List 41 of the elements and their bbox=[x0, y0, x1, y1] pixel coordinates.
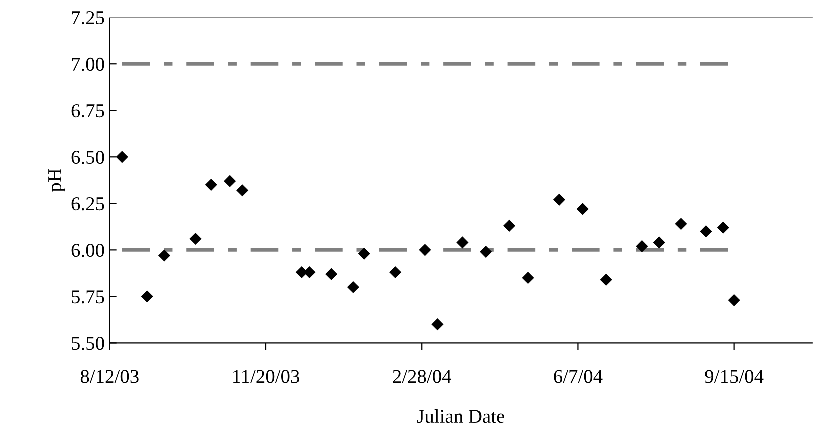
point bbox=[636, 240, 648, 253]
point bbox=[236, 184, 249, 197]
point bbox=[728, 294, 740, 306]
point bbox=[116, 151, 128, 164]
point bbox=[700, 226, 712, 238]
x-tick-label: 6/7/04 bbox=[554, 370, 603, 384]
y-tick-label: 5.75 bbox=[72, 290, 104, 304]
point bbox=[456, 236, 469, 249]
point bbox=[347, 281, 360, 294]
y-tick-label: 6.00 bbox=[72, 244, 104, 258]
x-tick-label: 8/12/03 bbox=[80, 370, 139, 384]
y-tick-label: 7.25 bbox=[72, 11, 104, 25]
point bbox=[675, 218, 688, 230]
x-axis-title: Julian Date bbox=[418, 409, 504, 424]
point bbox=[224, 175, 236, 188]
point bbox=[141, 290, 154, 303]
point bbox=[419, 244, 432, 256]
point bbox=[190, 232, 202, 246]
y-axis-title: pH bbox=[48, 169, 66, 192]
y-tick-label: 6.25 bbox=[72, 198, 104, 211]
y-tick-label: 5.50 bbox=[72, 337, 104, 350]
point bbox=[205, 178, 218, 192]
point bbox=[480, 246, 492, 258]
point bbox=[390, 266, 402, 279]
x-tick-label: 2/28/04 bbox=[393, 370, 452, 384]
x-tick-label: 11/20/03 bbox=[234, 370, 300, 384]
point bbox=[326, 268, 338, 280]
y-tick-label: 6.75 bbox=[72, 104, 104, 118]
point bbox=[576, 203, 589, 216]
point bbox=[653, 236, 666, 249]
y-tick-label: 6.50 bbox=[72, 150, 104, 164]
point bbox=[158, 250, 171, 262]
point bbox=[717, 222, 730, 234]
point bbox=[522, 272, 534, 284]
y-tick-label: 7.00 bbox=[72, 58, 104, 72]
x-tick-label: 9/15/04 bbox=[705, 370, 764, 384]
point bbox=[553, 194, 566, 206]
point bbox=[600, 274, 612, 286]
point bbox=[432, 318, 444, 331]
point bbox=[503, 220, 516, 232]
point bbox=[358, 248, 370, 260]
